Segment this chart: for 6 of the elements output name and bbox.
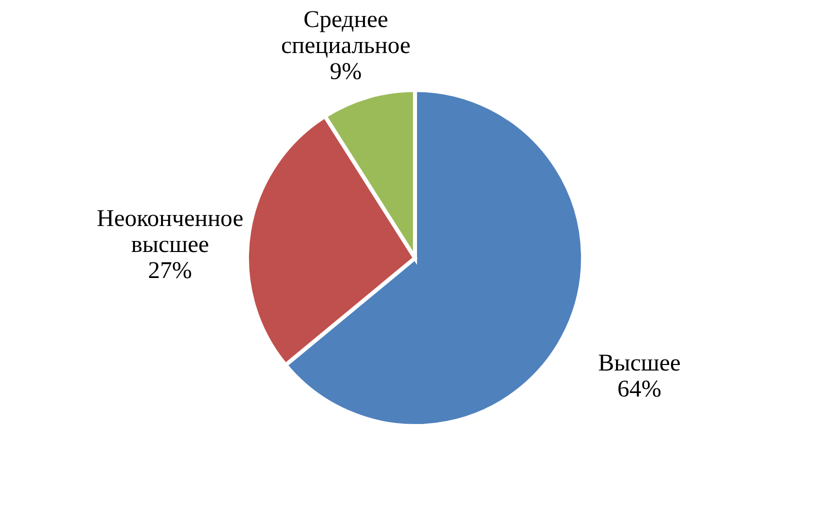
data-label: 9%: [330, 58, 362, 85]
data-label: 64%: [617, 376, 662, 403]
slice-label: Высшее: [598, 350, 681, 377]
slice-label: Среднее специальное: [281, 6, 411, 59]
data-label: 27%: [148, 258, 192, 284]
slice-label: Неоконченное высшее: [96, 206, 244, 258]
